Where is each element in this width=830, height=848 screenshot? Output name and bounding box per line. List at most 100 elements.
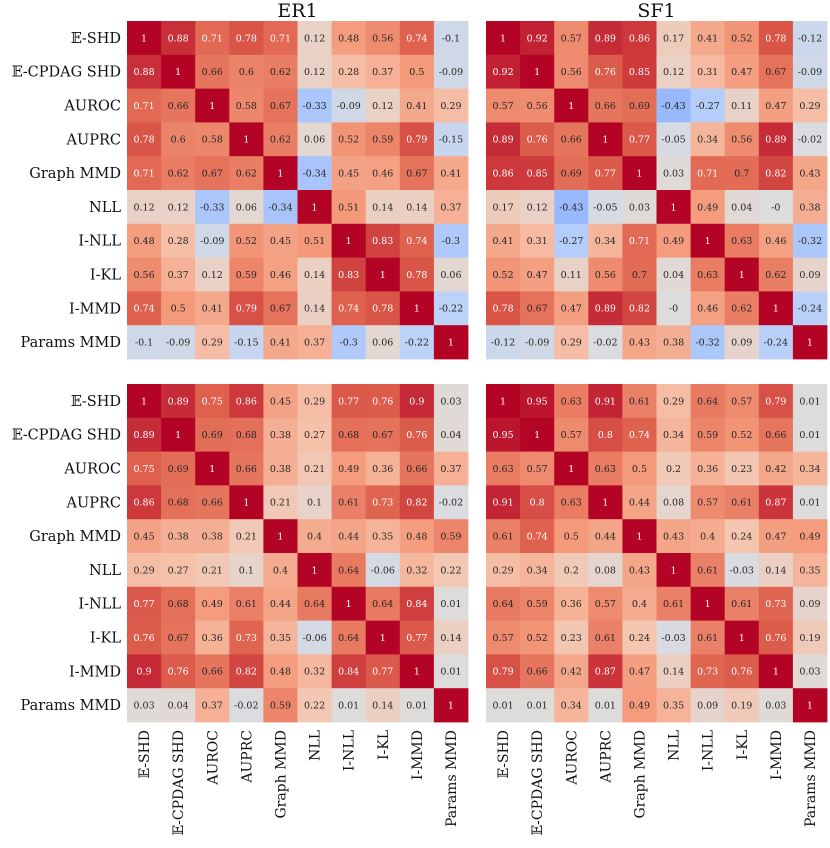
heatmap-cell <box>520 156 555 191</box>
heatmap-cell <box>365 620 401 655</box>
cell-value-label: 0.66 <box>168 101 189 112</box>
cell-value-label: 0.23 <box>561 633 582 644</box>
cell-value-label: 0.91 <box>492 498 513 509</box>
heatmap-cell <box>365 21 401 56</box>
row-tick-label: 𝔼-SHD <box>71 394 121 410</box>
cell-value-label: 0.01 <box>595 701 616 712</box>
heatmap-cell <box>724 223 760 258</box>
cell-value-label: 0.47 <box>765 532 786 543</box>
cell-value-label: 0.12 <box>202 270 223 281</box>
heatmap-cell <box>486 553 521 588</box>
heatmap-cell <box>758 586 794 621</box>
cell-value-label: 0.21 <box>202 565 223 576</box>
heatmap-cell <box>724 88 760 123</box>
heatmap-cell <box>520 451 555 486</box>
heatmap-cell <box>433 519 469 554</box>
cell-value-label: 0.77 <box>338 396 359 407</box>
cell-value-label: 0.76 <box>372 396 393 407</box>
heatmap-cell <box>520 190 555 225</box>
heatmap-cell <box>127 156 162 191</box>
heatmap-cell <box>263 325 298 360</box>
cell-value-label: 1 <box>602 498 608 509</box>
cell-value-label: 1 <box>312 202 318 213</box>
column-tick-label: AUPRC <box>598 730 614 784</box>
heatmap-cell <box>399 122 435 157</box>
cell-value-label: 0.31 <box>697 67 718 78</box>
column-tick-label: AUROC <box>564 730 580 786</box>
cell-value-label: 1 <box>209 464 215 475</box>
row-tick-label: 𝔼-CPDAG SHD <box>12 428 121 444</box>
row-tick-label: AUPRC <box>66 495 121 511</box>
heatmap-cell <box>127 451 162 486</box>
heatmap-cell <box>486 586 521 621</box>
cell-value-label: 0.49 <box>697 202 718 213</box>
heatmap-cell <box>792 553 828 588</box>
cell-value-label: 0.57 <box>492 633 513 644</box>
row-tick-label: Params MMD <box>21 698 121 714</box>
heatmap-cell <box>486 223 521 258</box>
cell-value-label: 0.52 <box>338 135 359 146</box>
cell-value-label: 0.47 <box>765 101 786 112</box>
heatmap-cell <box>622 54 657 89</box>
heatmap-cell <box>161 485 196 520</box>
cell-value-label: 0.67 <box>270 304 291 315</box>
heatmap-cell <box>229 519 264 554</box>
heatmap-cell <box>690 257 726 292</box>
cell-value-label: 1 <box>414 667 420 678</box>
cell-value-label: 0.61 <box>697 565 718 576</box>
heatmap-cell <box>161 620 196 655</box>
heatmap-cell <box>127 223 162 258</box>
heatmap-cell <box>554 451 589 486</box>
cell-value-label: 0.48 <box>406 532 427 543</box>
heatmap-cell <box>229 586 264 621</box>
cell-value-label: -0.15 <box>234 338 258 349</box>
heatmap-cell <box>554 688 589 723</box>
cell-value-label: 0.78 <box>765 33 786 44</box>
heatmap-cell <box>161 223 196 258</box>
cell-value-label: -0.09 <box>798 67 822 78</box>
heatmap-cell <box>588 156 623 191</box>
heatmap-cell <box>365 417 401 452</box>
cell-value-label: 0.22 <box>304 701 325 712</box>
heatmap-cell <box>161 384 196 419</box>
cell-value-label: 0.46 <box>765 236 786 247</box>
heatmap-cell <box>554 257 589 292</box>
cell-value-label: -0.34 <box>302 169 326 180</box>
heatmap-cell <box>486 190 521 225</box>
heatmap-cell <box>622 654 657 689</box>
heatmap-cell <box>365 190 401 225</box>
cell-value-label: 0.34 <box>799 464 820 475</box>
cell-value-label: 0.86 <box>236 396 257 407</box>
row-tick-label: I-NLL <box>78 597 121 613</box>
cell-value-label: -0.32 <box>695 338 719 349</box>
cell-value-label: 1 <box>705 236 711 247</box>
cell-value-label: 0.51 <box>338 202 359 213</box>
cell-value-label: 0.44 <box>338 532 359 543</box>
heatmap-cell <box>365 291 401 326</box>
heatmap-cell <box>127 417 162 452</box>
column-tick-label: I-NLL <box>701 730 717 771</box>
cell-value-label: 0.59 <box>372 135 393 146</box>
heatmap-cell <box>588 553 623 588</box>
heatmap-cell <box>263 156 298 191</box>
heatmap-cell <box>365 257 401 292</box>
heatmap-cell <box>724 451 760 486</box>
cell-value-label: 0.24 <box>731 532 752 543</box>
heatmap-cell <box>622 688 657 723</box>
cell-value-label: 1 <box>500 33 506 44</box>
cell-value-label: 0.2 <box>666 464 681 475</box>
heatmap-cell <box>554 485 589 520</box>
cell-value-label: 0.27 <box>168 565 189 576</box>
cell-value-label: 0.03 <box>629 202 650 213</box>
cell-value-label: 0.01 <box>338 701 359 712</box>
cell-value-label: 0.29 <box>202 338 223 349</box>
cell-value-label: 0.64 <box>304 599 325 610</box>
cell-value-label: 0.67 <box>527 304 548 315</box>
heatmap-cell <box>690 654 726 689</box>
cell-value-label: 0.66 <box>202 67 223 78</box>
cell-value-label: 0.66 <box>236 464 257 475</box>
cell-value-label: 1 <box>705 599 711 610</box>
heatmap-cell <box>263 485 298 520</box>
cell-value-label: 1 <box>807 701 813 712</box>
cell-value-label: 0.61 <box>731 498 752 509</box>
